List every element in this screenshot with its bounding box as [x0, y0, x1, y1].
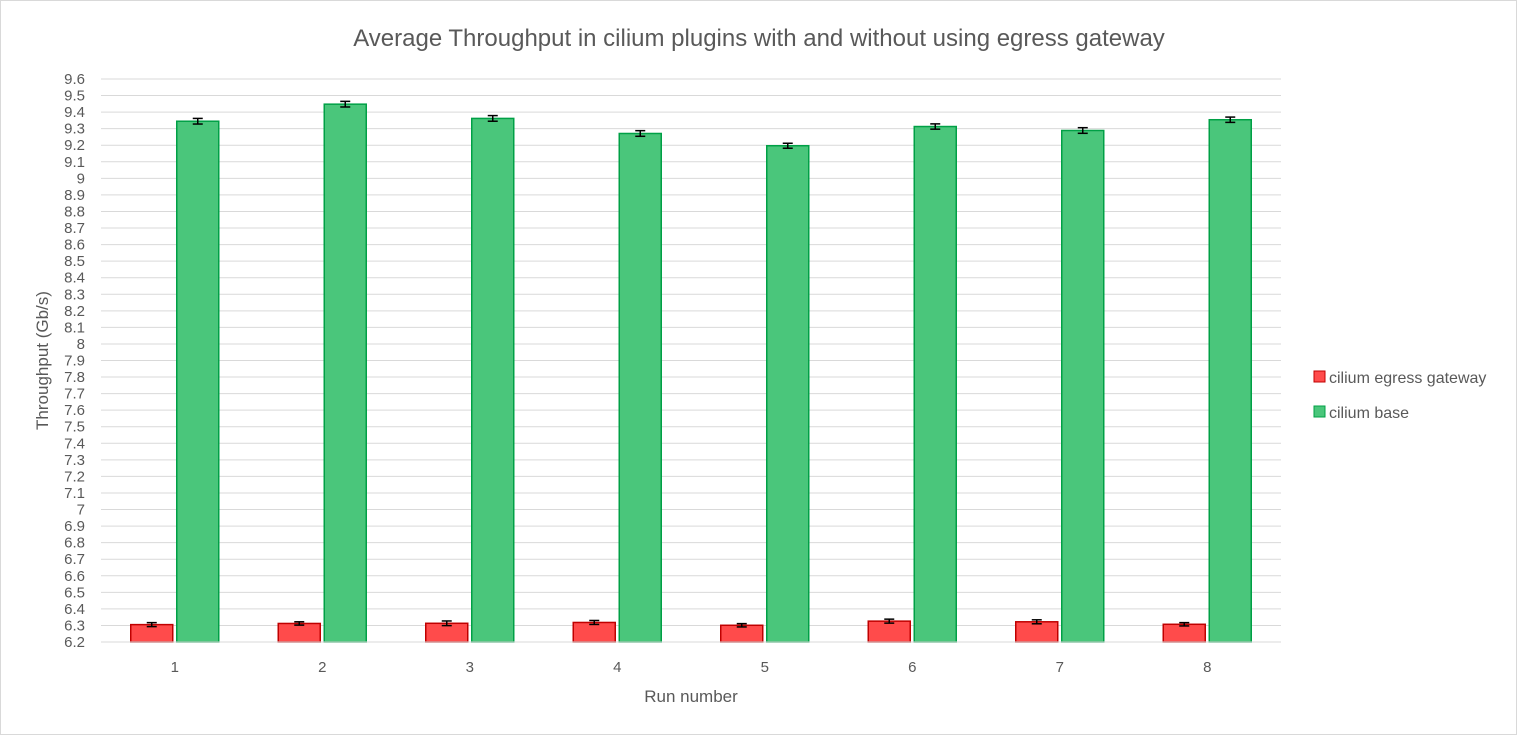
bar-egress-gateway: [277, 622, 321, 643]
y-tick-label: 7.3: [64, 452, 85, 469]
bar-cilium-base: [323, 103, 367, 643]
chart-title: Average Throughput in cilium plugins wit…: [353, 25, 1165, 52]
y-axis-label: Throughput (Gb/s): [33, 291, 52, 430]
y-tick-label: 7.9: [64, 353, 85, 370]
y-tick-label: 8.8: [64, 203, 85, 220]
x-tick-label: 4: [613, 659, 621, 676]
y-tick-label: 8.9: [64, 187, 85, 204]
y-tick-label: 7.5: [64, 419, 85, 436]
y-tick-label: 6.9: [64, 518, 85, 535]
y-tick-label: 9.4: [64, 104, 85, 121]
y-tick-label: 7.2: [64, 468, 85, 485]
bar-cilium-base: [176, 120, 220, 643]
bar-egress-gateway: [1015, 621, 1059, 643]
y-tick-label: 7.7: [64, 386, 85, 403]
bar-cilium-base: [1208, 118, 1252, 643]
bar-egress-gateway: [867, 620, 911, 643]
legend-swatch-egress: [1313, 370, 1326, 383]
bar-cilium-base: [618, 132, 662, 643]
bar-cilium-base: [766, 144, 810, 643]
y-tick-label: 6.5: [64, 584, 85, 601]
error-bars: [146, 100, 1236, 628]
y-tick-label: 6.3: [64, 617, 85, 634]
y-tick-label: 8.5: [64, 253, 85, 270]
x-tick-label: 1: [171, 659, 179, 676]
y-tick-label: 7.8: [64, 369, 85, 386]
y-axis-ticks: 6.26.36.46.56.66.76.86.977.17.27.37.47.5…: [64, 71, 85, 651]
x-axis-label: Run number: [644, 687, 738, 706]
x-tick-label: 3: [466, 659, 474, 676]
bar-egress-gateway: [1162, 623, 1206, 643]
y-tick-label: 7: [77, 502, 85, 519]
y-tick-label: 8.7: [64, 220, 85, 237]
x-tick-label: 8: [1203, 659, 1211, 676]
bar-cilium-base: [1061, 129, 1105, 643]
y-tick-label: 8.4: [64, 270, 85, 287]
legend-label-egress: cilium egress gateway: [1329, 370, 1486, 387]
y-tick-label: 7.6: [64, 402, 85, 419]
y-tick-label: 6.7: [64, 551, 85, 568]
x-tick-label: 5: [761, 659, 769, 676]
y-tick-label: 9: [77, 170, 85, 187]
y-tick-label: 9.2: [64, 137, 85, 154]
y-tick-label: 6.2: [64, 634, 85, 651]
y-tick-label: 9.1: [64, 154, 85, 171]
y-tick-label: 7.1: [64, 485, 85, 502]
y-tick-label: 6.8: [64, 535, 85, 552]
y-tick-label: 6.6: [64, 568, 85, 585]
bar-cilium-base: [471, 117, 515, 643]
bar-cilium-base: [913, 125, 957, 643]
bar-egress-gateway: [572, 621, 616, 643]
y-tick-label: 9.6: [64, 71, 85, 88]
y-tick-label: 8.3: [64, 286, 85, 303]
y-tick-label: 8.1: [64, 319, 85, 336]
y-tick-label: 9.3: [64, 121, 85, 138]
y-tick-label: 8.6: [64, 237, 85, 254]
bars: [130, 103, 1252, 643]
y-tick-label: 6.4: [64, 601, 85, 618]
legend: cilium egress gateway cilium base: [1313, 370, 1486, 422]
y-tick-label: 7.4: [64, 435, 85, 452]
y-tick-label: 8.2: [64, 303, 85, 320]
y-tick-label: 8: [77, 336, 85, 353]
bar-egress-gateway: [720, 624, 764, 643]
legend-label-base: cilium base: [1329, 405, 1409, 422]
x-tick-label: 2: [318, 659, 326, 676]
legend-swatch-base: [1313, 405, 1326, 418]
x-tick-label: 7: [1056, 659, 1064, 676]
x-axis-ticks: 1 2 3 4 5 6 7 8: [171, 659, 1212, 676]
x-tick-label: 6: [908, 659, 916, 676]
y-tick-label: 9.5: [64, 88, 85, 105]
